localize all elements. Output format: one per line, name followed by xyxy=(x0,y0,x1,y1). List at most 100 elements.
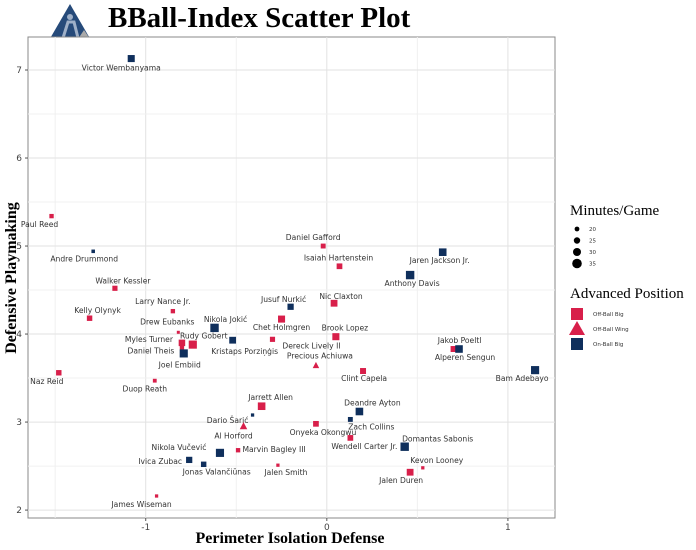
point-label: Clint Capela xyxy=(341,374,387,383)
data-point xyxy=(229,336,237,344)
data-point xyxy=(355,407,364,416)
legend-size-label: 30 xyxy=(589,250,596,256)
legend-size-label: 25 xyxy=(589,239,596,245)
point-label: Kelly Olynyk xyxy=(74,306,121,315)
point-label: Wendell Carter Jr. xyxy=(331,442,397,451)
legend: Minutes/Game 20 25 30 35 Advanced Position Off… xyxy=(569,203,684,350)
data-point xyxy=(278,315,286,323)
data-point xyxy=(188,340,197,349)
data-point xyxy=(250,413,255,417)
data-point xyxy=(450,346,457,352)
data-point xyxy=(176,330,180,334)
point-label: Nikola Jokić xyxy=(204,315,247,324)
data-point xyxy=(49,213,54,219)
point-label: Brook Lopez xyxy=(322,324,369,333)
point-label: Jarrett Allen xyxy=(247,393,293,402)
point-label: Daniel Gafford xyxy=(286,233,341,242)
data-point xyxy=(347,416,353,422)
data-point xyxy=(179,349,188,358)
point-label: Zach Collins xyxy=(348,422,394,431)
point-label: Naz Reid xyxy=(30,377,63,386)
point-label: Jonas Valančiūnas xyxy=(182,467,251,476)
data-point xyxy=(531,366,540,375)
data-point xyxy=(200,461,207,468)
legend-size-key xyxy=(573,248,581,256)
data-point xyxy=(320,243,326,249)
y-tick-label: 7 xyxy=(16,66,22,76)
data-point xyxy=(56,370,62,376)
point-label: Al Horford xyxy=(214,431,253,440)
point-label: Domantas Sabonis xyxy=(402,435,473,444)
point-label: Kristaps Porziņģis xyxy=(211,347,278,357)
point-label: Drew Eubanks xyxy=(140,317,194,326)
data-point xyxy=(154,494,159,498)
data-point xyxy=(406,468,414,476)
y-tick-label: 2 xyxy=(16,506,22,516)
data-point xyxy=(235,448,241,453)
legend-size-key xyxy=(574,226,580,232)
point-label: Dario Šarić xyxy=(207,416,249,425)
y-tick-label: 3 xyxy=(16,418,22,428)
point-label: Rudy Gobert xyxy=(180,332,228,341)
point-label: Precious Achiuwa xyxy=(287,352,353,361)
point-label: Ivica Zubac xyxy=(138,457,182,466)
point-label: Myles Turner xyxy=(125,335,174,344)
point-label: Nikola Vučević xyxy=(152,443,207,452)
data-point xyxy=(86,315,93,321)
plot-panel xyxy=(27,36,556,519)
data-point xyxy=(312,361,320,369)
data-point xyxy=(421,466,425,470)
data-point xyxy=(210,323,219,333)
point-label: Jakob Poeltl xyxy=(437,336,482,345)
point-label: Isaiah Hartenstein xyxy=(304,253,374,262)
point-label: Nic Claxton xyxy=(319,292,363,301)
data-point xyxy=(112,285,118,291)
data-point xyxy=(438,248,447,256)
data-point xyxy=(170,308,176,314)
x-tick-label: -1 xyxy=(141,523,150,533)
point-label: Daniel Theis xyxy=(128,346,175,355)
y-tick-label: 4 xyxy=(16,330,22,340)
point-label: Jaren Jackson Jr. xyxy=(409,256,470,265)
legend-shape-label: On-Ball Big xyxy=(593,342,623,348)
data-point xyxy=(152,378,157,383)
point-label: Walker Kessler xyxy=(95,276,151,285)
point-label: Joel Embiid xyxy=(158,360,201,369)
data-point xyxy=(360,368,367,375)
legend-shape-key xyxy=(569,321,585,335)
point-label: Jalen Smith xyxy=(263,468,307,477)
point-label: Alperen Sengun xyxy=(435,353,496,362)
data-point xyxy=(127,55,135,63)
data-point xyxy=(400,442,409,451)
x-tick-label: 0 xyxy=(324,523,330,533)
legend-size-label: 20 xyxy=(589,227,596,233)
data-point xyxy=(269,336,276,342)
data-point xyxy=(332,333,340,341)
legend-size-key xyxy=(573,237,581,244)
data-point xyxy=(455,345,463,353)
point-label: Deandre Ayton xyxy=(344,399,401,408)
data-point xyxy=(91,249,95,254)
data-point xyxy=(276,463,280,467)
legend-size-label: 35 xyxy=(589,262,596,268)
point-label: James Wiseman xyxy=(110,500,171,509)
legend-shape-key xyxy=(571,338,583,350)
legend-size-title: Minutes/Game xyxy=(570,203,659,219)
data-point xyxy=(336,263,343,270)
data-point xyxy=(179,345,185,350)
legend-shape-label: Off-Ball Big xyxy=(593,312,624,318)
y-tick-label: 5 xyxy=(16,242,22,252)
legend-shape-key xyxy=(571,308,583,320)
point-label: Jusuf Nurkić xyxy=(260,295,306,304)
data-point xyxy=(178,339,186,347)
point-label: Larry Nance Jr. xyxy=(135,297,190,306)
legend-shape-label: Off-Ball Wing xyxy=(593,327,629,333)
logo xyxy=(48,4,92,42)
data-point xyxy=(215,448,225,457)
y-tick-label: 6 xyxy=(16,154,22,164)
data-point xyxy=(287,303,294,310)
y-axis-title: Defensive Playmaking xyxy=(3,202,20,354)
data-point xyxy=(313,420,319,427)
point-label: Andre Drummond xyxy=(50,254,118,263)
